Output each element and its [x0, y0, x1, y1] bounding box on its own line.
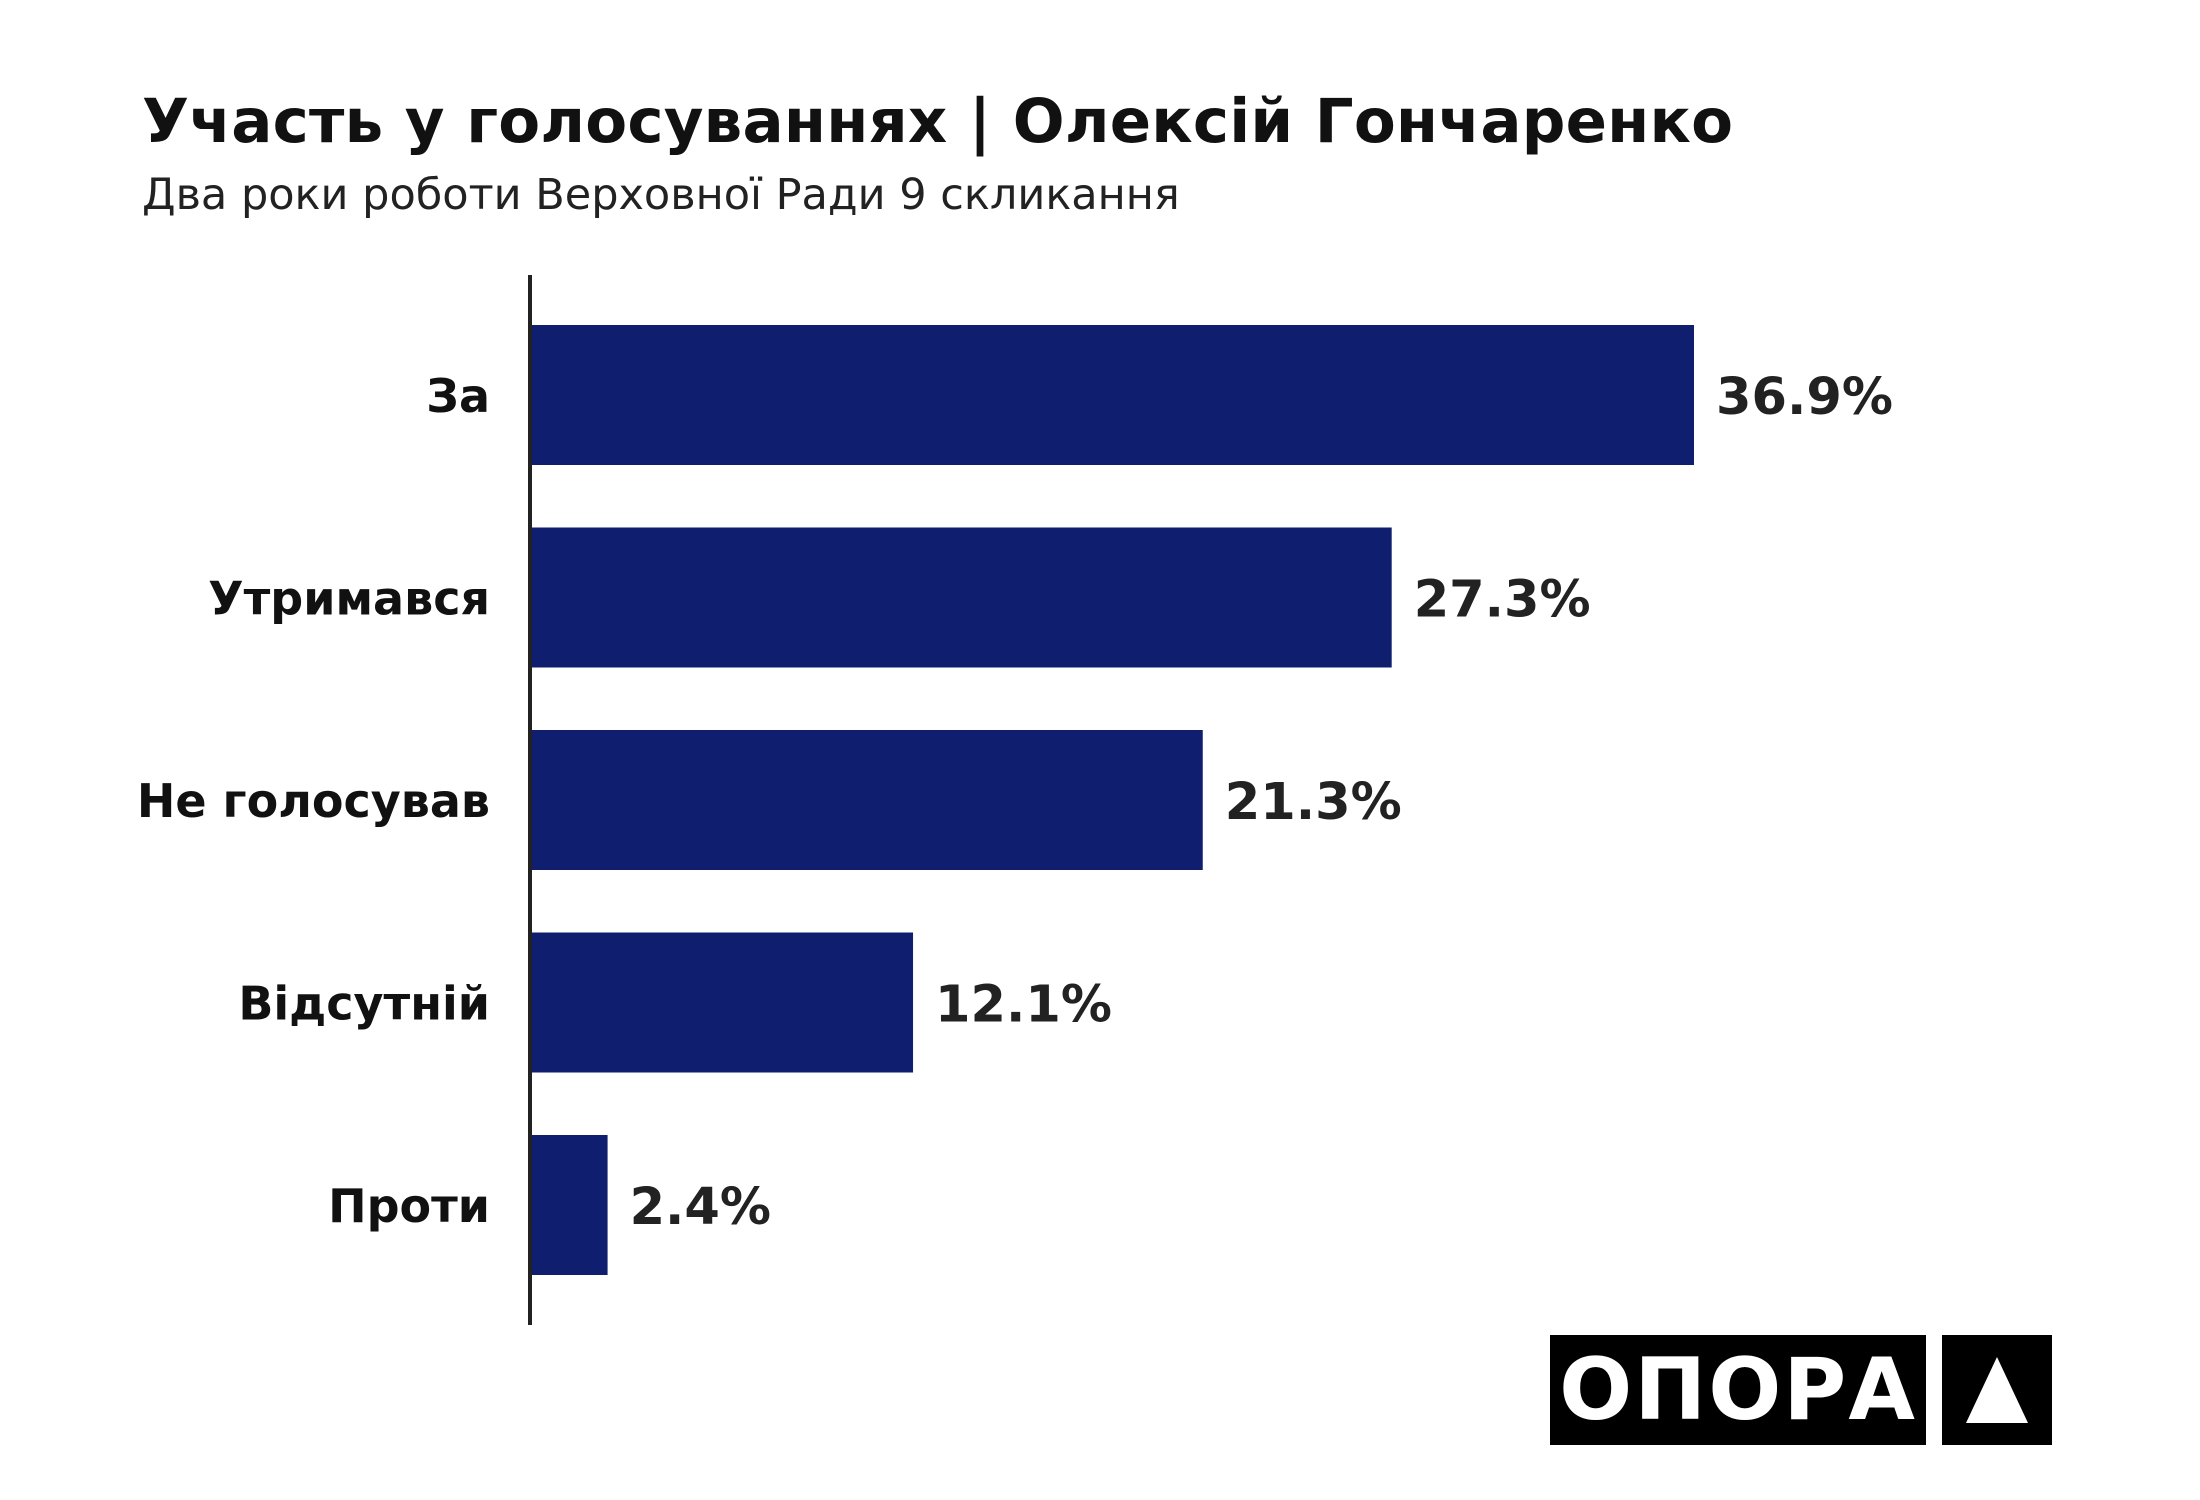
category-label: Не голосував	[137, 774, 490, 828]
value-label: 27.3%	[1414, 571, 1591, 630]
chart-subtitle: Два роки роботи Верховної Ради 9 скликан…	[142, 170, 1180, 220]
category-label: Проти	[328, 1179, 490, 1233]
category-label: За	[426, 369, 490, 423]
bar-3	[532, 932, 914, 1073]
bar-0	[532, 325, 1694, 465]
value-label: 12.1%	[935, 976, 1112, 1035]
opora-logo: ОПОРА	[1550, 1335, 2052, 1445]
category-label: Утримався	[208, 572, 490, 626]
bar-4	[532, 1135, 608, 1275]
category-label: Відсутній	[238, 977, 490, 1031]
value-label: 2.4%	[630, 1178, 771, 1237]
bar-2	[532, 730, 1203, 870]
triangle-icon	[1942, 1335, 2052, 1445]
value-label: 36.9%	[1716, 368, 1893, 427]
bar-1	[532, 527, 1392, 668]
chart-title: Участь у голосуваннях | Олексій Гончарен…	[142, 86, 1734, 157]
value-label: 21.3%	[1225, 773, 1402, 832]
logo-wordmark: ОПОРА	[1550, 1335, 1926, 1445]
